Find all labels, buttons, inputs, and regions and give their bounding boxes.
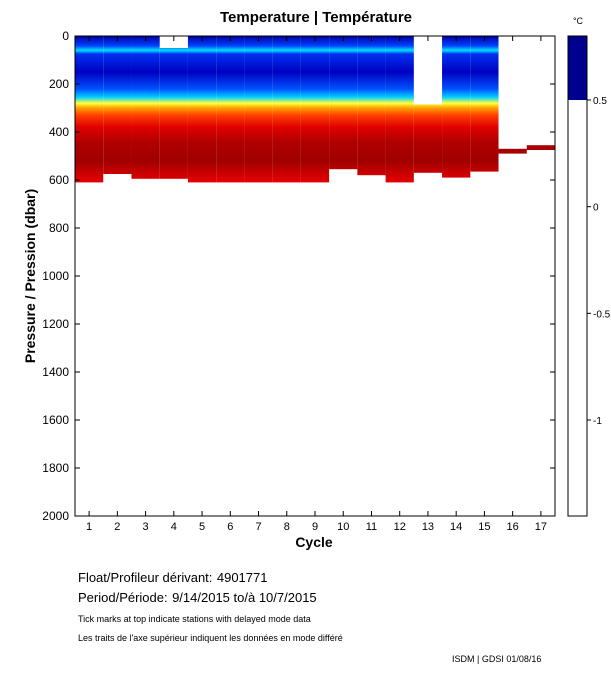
profile-column-15 — [470, 36, 499, 172]
x-axis: 1 2 3 4 5 6 7 8 9 10 11 12 13 14 15 16 17 — [86, 36, 547, 533]
colorbar-tick-label-0.5: 0.5 — [593, 96, 607, 107]
float-value: 4901771 — [216, 570, 268, 585]
colorbar-unit: °C — [573, 16, 584, 26]
y-tick-label-2000: 2000 — [42, 509, 69, 523]
x-tick-label-4: 4 — [171, 521, 177, 533]
colorbar-tick-label--0.5: -0.5 — [593, 309, 611, 320]
y-tick-label-1000: 1000 — [42, 269, 69, 283]
profile-column-5 — [187, 36, 217, 183]
x-tick-label-2: 2 — [114, 521, 120, 533]
x-tick-label-7: 7 — [255, 521, 261, 533]
x-tick-label-16: 16 — [507, 521, 519, 533]
y-tick-label-0: 0 — [62, 29, 69, 43]
profile-column-17 — [526, 145, 555, 150]
x-tick-label-17: 17 — [535, 521, 547, 533]
colorbar-tick-label-0: 0 — [593, 203, 599, 214]
colorbar: 0.5 0 -0.5 -1 — [567, 35, 611, 517]
profile-column-3 — [131, 36, 160, 179]
period-line: Period/Période: 9/14/2015 to/à 10/7/2015 — [78, 589, 317, 607]
x-tick-label-10: 10 — [337, 521, 349, 533]
profile-column-2 — [103, 36, 132, 174]
x-tick-label-6: 6 — [227, 521, 233, 533]
profile-column-10 — [329, 36, 358, 170]
x-tick-label-5: 5 — [199, 521, 205, 533]
x-tick-label-14: 14 — [450, 521, 462, 533]
colorbar-fill — [568, 36, 587, 100]
footer-credit: ISDM | GDSI 01/08/16 — [452, 654, 542, 664]
y-tick-label-400: 400 — [49, 125, 69, 139]
profile-column-9 — [300, 36, 330, 183]
y-tick-label-800: 800 — [49, 221, 69, 235]
y-tick-label-1800: 1800 — [42, 461, 69, 475]
y-axis: 0 200 400 600 800 1000 1200 1400 1600 1800 2000 — [42, 29, 555, 523]
profile-column-14 — [442, 36, 471, 178]
x-tick-label-12: 12 — [394, 521, 406, 533]
x-tick-label-13: 13 — [422, 521, 434, 533]
profile-column-7 — [244, 36, 273, 183]
colorbar-tick-label--1: -1 — [593, 416, 602, 427]
x-tick-label-15: 15 — [478, 521, 490, 533]
profile-column-11 — [357, 36, 386, 176]
note-english: Tick marks at top indicate stations with… — [78, 614, 311, 624]
period-value: 9/14/2015 to/à 10/7/2015 — [172, 590, 317, 605]
y-tick-label-1600: 1600 — [42, 413, 69, 427]
y-tick-label-600: 600 — [49, 173, 69, 187]
profile-column-12 — [385, 36, 414, 183]
x-tick-label-1: 1 — [86, 521, 92, 533]
y-tick-label-200: 200 — [49, 77, 69, 91]
y-axis-label: Pressure / Pression (dbar) — [22, 189, 38, 363]
profile-column-8 — [272, 36, 301, 183]
profile-column-1 — [75, 36, 104, 183]
plot-area — [74, 35, 556, 517]
float-line: Float/Profileur dérivant: 4901771 — [78, 569, 267, 587]
colorbar-background — [568, 36, 587, 516]
profile-column-13 — [413, 104, 443, 173]
profile-column-16 — [498, 148, 527, 154]
x-tick-label-9: 9 — [312, 521, 318, 533]
profile-column-4 — [159, 48, 188, 179]
x-tick-label-3: 3 — [143, 521, 149, 533]
float-label: Float/Profileur dérivant: — [78, 570, 213, 585]
chart-title: Temperature | Température — [220, 9, 412, 26]
y-tick-label-1200: 1200 — [42, 317, 69, 331]
y-tick-label-1400: 1400 — [42, 365, 69, 379]
profile-column-6 — [216, 36, 245, 183]
note-french: Les traits de l'axe supérieur indiquent … — [78, 633, 343, 643]
colorbar-frame — [567, 35, 588, 517]
x-tick-label-8: 8 — [284, 521, 290, 533]
x-tick-label-11: 11 — [366, 521, 377, 533]
x-axis-label: Cycle — [295, 534, 333, 550]
period-label: Period/Période: — [78, 590, 168, 605]
